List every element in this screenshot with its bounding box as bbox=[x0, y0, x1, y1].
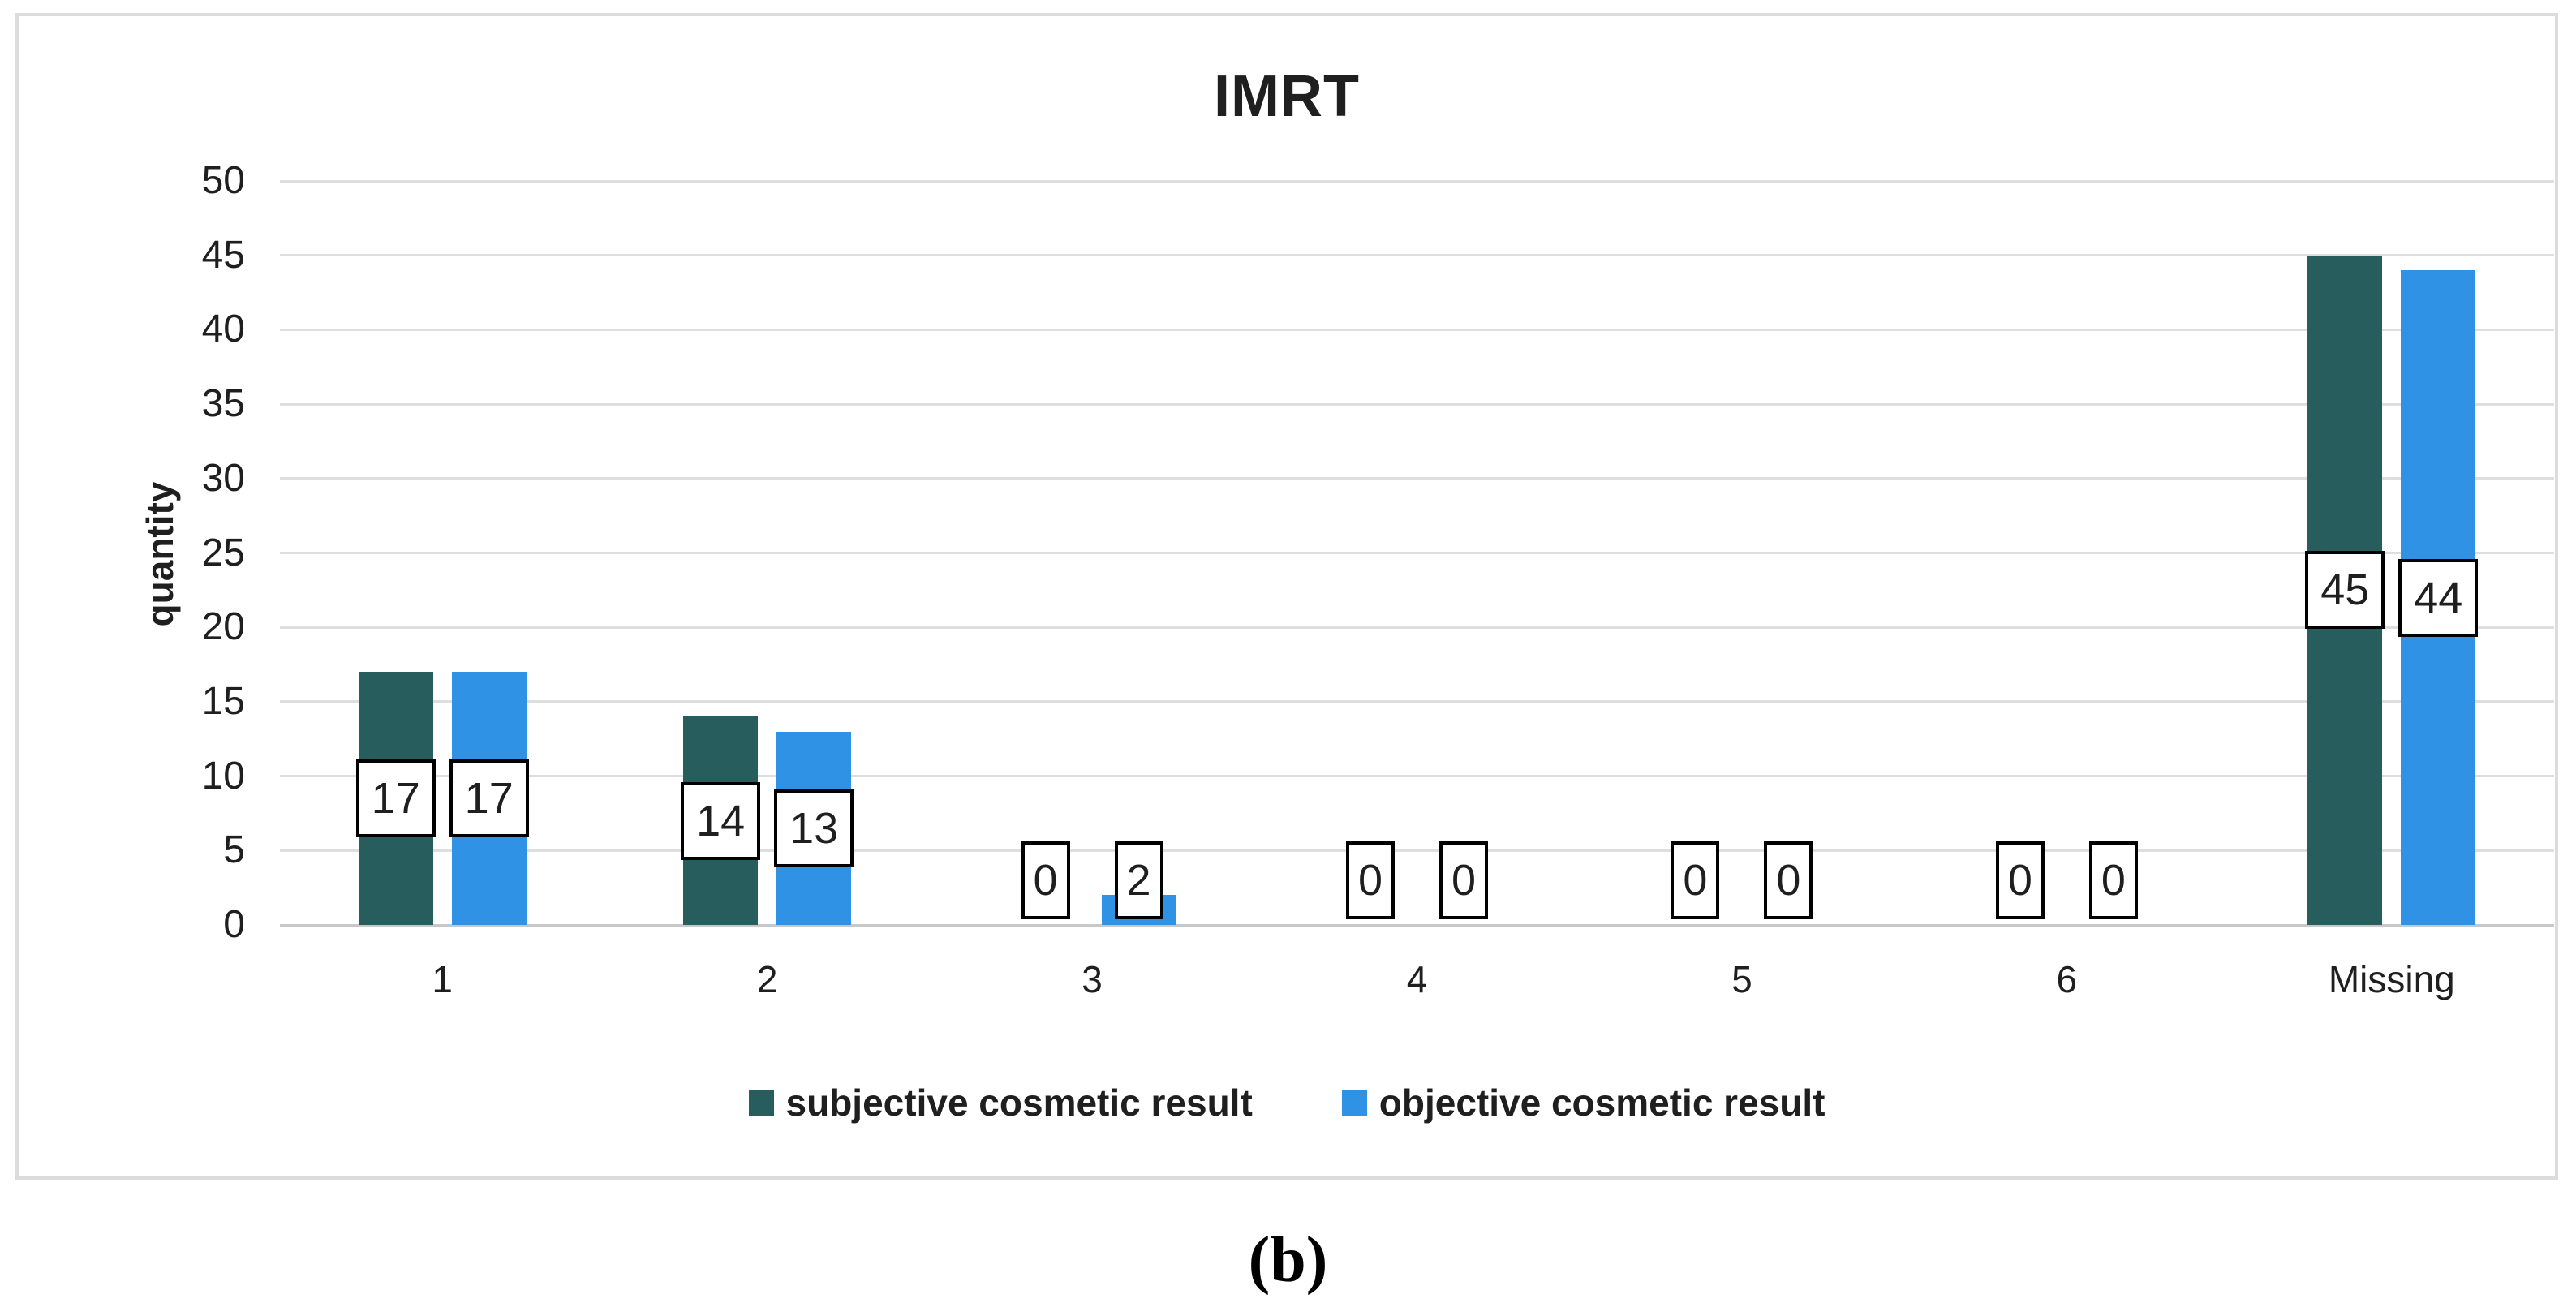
data-label: 2 bbox=[1114, 841, 1163, 919]
y-tick-label: 10 bbox=[201, 754, 245, 798]
legend: subjective cosmetic result objective cosm… bbox=[15, 1081, 2558, 1125]
x-tick-label: 1 bbox=[432, 958, 453, 1000]
legend-label: subjective cosmetic result bbox=[785, 1082, 1253, 1124]
x-tick-label: 3 bbox=[1082, 958, 1103, 1000]
gridline bbox=[280, 775, 2554, 778]
data-label: 0 bbox=[1439, 841, 1488, 919]
gridline bbox=[280, 700, 2554, 703]
x-tick-label: 6 bbox=[2056, 958, 2078, 1000]
gridline bbox=[280, 477, 2554, 480]
chart-title: IMRT bbox=[1214, 64, 1360, 129]
y-tick-label: 20 bbox=[201, 605, 245, 649]
chart-area-border bbox=[15, 13, 2558, 1180]
gridline bbox=[280, 402, 2554, 406]
data-label: 45 bbox=[2305, 551, 2385, 630]
data-label: 0 bbox=[1346, 841, 1395, 919]
y-tick-label: 30 bbox=[201, 456, 245, 500]
y-tick-label: 50 bbox=[201, 159, 245, 202]
data-label: 17 bbox=[355, 759, 436, 838]
legend-swatch-icon bbox=[1341, 1090, 1367, 1116]
data-label: 14 bbox=[681, 781, 761, 860]
y-tick-label: 40 bbox=[201, 307, 245, 351]
y-tick-label: 45 bbox=[201, 233, 245, 277]
x-tick-label: 2 bbox=[756, 958, 778, 1000]
data-label: 13 bbox=[774, 789, 854, 867]
gridline bbox=[280, 552, 2554, 554]
y-tick-label: 5 bbox=[223, 828, 245, 872]
legend-entry-objective: objective cosmetic result bbox=[1341, 1081, 1826, 1125]
gridline bbox=[280, 626, 2554, 629]
y-tick-label: 15 bbox=[201, 679, 245, 723]
figure-caption: (b) bbox=[1248, 1224, 1328, 1296]
y-tick-label: 25 bbox=[201, 531, 245, 574]
data-label: 0 bbox=[1995, 841, 2045, 919]
gridline bbox=[280, 179, 2554, 183]
y-tick-label: 0 bbox=[223, 903, 245, 946]
legend-swatch-icon bbox=[748, 1090, 774, 1116]
legend-entry-subjective: subjective cosmetic result bbox=[748, 1081, 1253, 1125]
data-label: 0 bbox=[1764, 841, 1813, 919]
legend-label: objective cosmetic result bbox=[1378, 1082, 1826, 1124]
data-label: 17 bbox=[449, 759, 529, 838]
x-tick-label: Missing bbox=[2328, 958, 2455, 1000]
x-tick-label: 4 bbox=[1406, 958, 1428, 1000]
data-label: 44 bbox=[2398, 558, 2479, 637]
data-label: 0 bbox=[2088, 841, 2138, 919]
x-axis-line bbox=[280, 923, 2554, 927]
x-tick-label: 5 bbox=[1731, 958, 1752, 1000]
gridline bbox=[280, 849, 2554, 852]
gridline bbox=[280, 328, 2554, 331]
data-label: 0 bbox=[1671, 841, 1720, 919]
gridline bbox=[280, 254, 2554, 257]
data-label: 0 bbox=[1021, 841, 1070, 919]
y-tick-label: 35 bbox=[201, 382, 245, 426]
